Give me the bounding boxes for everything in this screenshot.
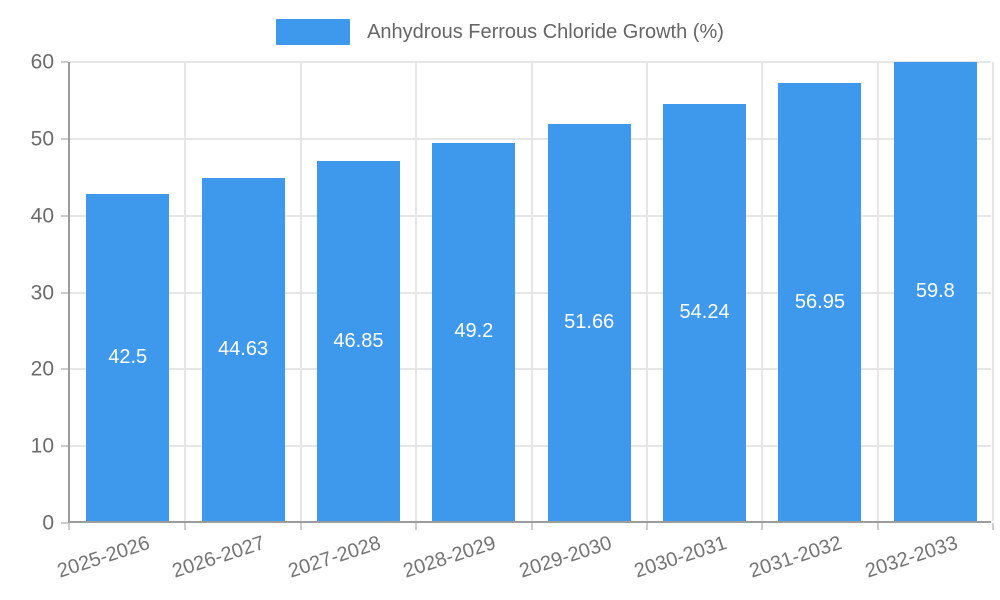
vertical-gridline xyxy=(645,62,648,521)
x-axis-tick xyxy=(645,523,648,530)
x-axis-label-2031-2032: 2031-2032 xyxy=(746,532,845,583)
y-axis-tick xyxy=(61,291,68,294)
plot-area: 0 10 20 30 40 50 60 42.5 44.63 46.85 49.2 51.66 54.2… xyxy=(31,52,994,582)
bar-value-label: 42.5 xyxy=(108,346,148,369)
y-axis-tick xyxy=(61,522,68,524)
vertical-gridline xyxy=(992,62,994,521)
bar-2028-2029[interactable]: 49.2 xyxy=(432,142,516,521)
y-axis-tick xyxy=(61,137,68,140)
y-axis-tick-label: 0 xyxy=(42,511,54,535)
y-axis-tick xyxy=(61,445,68,448)
bar-value-label: 44.63 xyxy=(218,338,269,361)
y-axis-tick-label: 40 xyxy=(30,204,54,228)
x-axis-label-2027-2028: 2027-2028 xyxy=(285,532,384,583)
x-axis-label-2028-2029: 2028-2029 xyxy=(400,532,499,583)
x-axis-tick xyxy=(184,523,187,530)
x-axis-tick xyxy=(530,523,533,530)
x-axis-tick xyxy=(299,523,302,530)
y-axis-tick xyxy=(61,61,68,63)
x-axis-tick xyxy=(68,523,70,530)
bar-value-label: 51.66 xyxy=(564,311,615,334)
bar-2027-2028[interactable]: 46.85 xyxy=(316,161,400,521)
vertical-gridline xyxy=(530,62,533,521)
x-axis-label-2025-2026: 2025-2026 xyxy=(54,532,153,583)
vertical-gridline xyxy=(299,62,302,521)
y-axis-tick-label: 50 xyxy=(30,127,54,151)
x-axis-label-2030-2031: 2030-2031 xyxy=(631,532,730,583)
bar-2030-2031[interactable]: 54.24 xyxy=(663,104,747,521)
bar-value-label: 49.2 xyxy=(454,320,494,343)
x-axis-label-2029-2030: 2029-2030 xyxy=(516,532,614,583)
bar-value-label: 46.85 xyxy=(333,329,384,352)
x-axis-label-2032-2033: 2032-2033 xyxy=(862,532,961,583)
vertical-gridline xyxy=(876,62,879,521)
x-axis-tick xyxy=(415,523,418,530)
y-axis-tick-label: 60 xyxy=(30,50,54,74)
bar-2032-2033[interactable]: 59.8 xyxy=(893,61,977,521)
x-axis-tick xyxy=(992,523,994,530)
legend-color-swatch xyxy=(276,19,351,45)
bar-value-label: 59.8 xyxy=(915,279,955,302)
vertical-gridline xyxy=(184,62,187,521)
y-axis-tick-label: 10 xyxy=(30,434,54,458)
bar-2026-2027[interactable]: 44.63 xyxy=(201,178,285,521)
x-axis-tick xyxy=(876,523,879,530)
legend-series-label: Anhydrous Ferrous Chloride Growth (%) xyxy=(367,20,724,43)
y-axis-tick-label: 30 xyxy=(30,281,54,304)
y-axis-tick xyxy=(61,368,68,371)
bar-2031-2032[interactable]: 56.95 xyxy=(778,83,862,521)
bar-value-label: 54.24 xyxy=(679,301,730,324)
chart-legend: Anhydrous Ferrous Chloride Growth (%) xyxy=(0,16,1000,48)
legend-item-series[interactable]: Anhydrous Ferrous Chloride Growth (%) xyxy=(276,19,724,45)
y-axis-tick xyxy=(61,214,68,217)
x-axis-label-2026-2027: 2026-2027 xyxy=(170,532,268,583)
bar-value-label: 56.95 xyxy=(794,290,845,313)
vertical-gridline xyxy=(761,62,764,521)
bar-2029-2030[interactable]: 51.66 xyxy=(547,124,631,521)
bar-2025-2026[interactable]: 42.5 xyxy=(86,194,170,521)
x-axis-tick xyxy=(761,523,764,530)
y-axis-tick-label: 20 xyxy=(30,357,54,381)
vertical-gridline xyxy=(415,62,418,521)
